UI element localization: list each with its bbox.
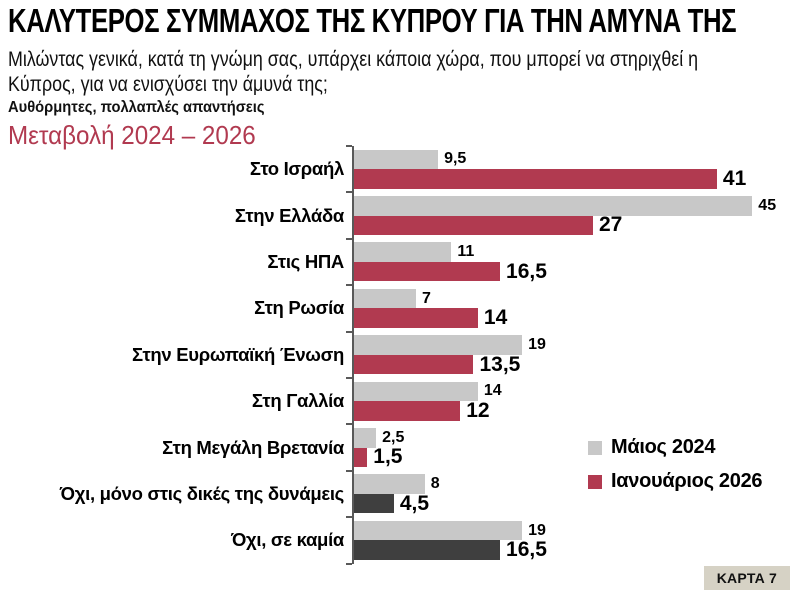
bar-line: 45 — [354, 196, 776, 216]
bar-line: 1,5 — [354, 445, 770, 469]
bar-line: 9,5 — [354, 149, 770, 170]
value-label-2026: 41 — [722, 166, 747, 190]
bar-line: 19 — [354, 520, 770, 541]
value-label-2024: 9,5 — [444, 150, 467, 168]
bar-2026 — [354, 493, 394, 514]
change-period-label: Μεταβολή 2024 – 2026 — [8, 120, 256, 150]
bar-2024 — [354, 242, 452, 262]
bar-2024 — [354, 474, 425, 494]
chart-row: Στη Ρωσία 7 14 — [0, 284, 800, 332]
bar-group: 19 16,5 — [346, 516, 770, 565]
bar-2026 — [354, 169, 717, 189]
value-label-2026: 12 — [466, 398, 490, 422]
value-label-2024: 2,5 — [382, 428, 405, 446]
value-label-2024: 19 — [528, 336, 546, 353]
category-label: Στο Ισραήλ — [249, 158, 344, 180]
value-label-2024: 8 — [430, 475, 440, 493]
value-label-2026: 13,5 — [479, 352, 521, 376]
bar-2024 — [354, 196, 753, 216]
value-label-2026: 4,5 — [399, 491, 430, 515]
bar-group: 14 12 — [346, 376, 770, 425]
survey-question-line1: Μιλώντας γενικά, κατά τη γνώμη σας, υπάρ… — [8, 48, 699, 71]
page-title: ΚΑΛΥΤΕΡΟΣ ΣΥΜΜΑΧΟΣ ΤΗΣ ΚΥΠΡΟΥ ΓΙΑ ΤΗΝ ΑΜ… — [8, 2, 737, 39]
survey-question-line2: Κύπρος, για να ενισχύσει την άμυνά της; — [8, 73, 328, 96]
bar-2026 — [354, 401, 461, 421]
category-label: Όχι, μόνο στις δικές της δυνάμεις — [59, 482, 345, 504]
answers-note: Αυθόρμητες, πολλαπλές απαντήσεις — [8, 99, 265, 116]
bar-group: 11 16,5 — [346, 237, 770, 286]
value-label-2024: 45 — [758, 196, 777, 214]
bar-group: 19 13,5 — [346, 330, 770, 378]
bar-line: 27 — [354, 213, 770, 237]
bar-2026 — [354, 308, 478, 328]
value-label-2024: 11 — [457, 243, 475, 261]
bar-2026 — [354, 354, 474, 375]
bar-group: 45 27 — [346, 191, 776, 239]
bar-line: 14 — [354, 306, 770, 330]
bar-2024 — [354, 288, 416, 309]
legend-item-2026: Ιανουάριος 2026 — [588, 470, 763, 493]
bar-line: 11 — [354, 242, 770, 262]
bar-line: 14 — [354, 381, 770, 402]
chart-row: Όχι, σε καμία 19 16,5 — [0, 516, 800, 565]
legend-swatch-gray — [588, 440, 602, 455]
bar-line: 16,5 — [354, 538, 770, 562]
bar-group: 8 4,5 — [346, 469, 770, 518]
value-label-2024: 7 — [421, 289, 431, 307]
chart-row: Στην Ελλάδα 45 27 — [0, 191, 800, 239]
bar-line: 19 — [354, 335, 770, 355]
legend-label-2026: Ιανουάριος 2026 — [611, 470, 763, 492]
value-label-2024: 14 — [483, 382, 502, 400]
chart-legend: Μάιος 2024 Ιανουάριος 2026 — [588, 436, 763, 504]
category-label: Στην Ευρωπαϊκή Ένωση — [131, 343, 344, 365]
bar-group: 9,5 41 — [346, 144, 770, 193]
category-label: Στη Ρωσία — [254, 297, 344, 319]
value-label-2026: 16,5 — [506, 259, 547, 283]
bar-2024 — [354, 335, 523, 355]
bar-line: 13,5 — [354, 352, 770, 376]
chart-row: Στην Ευρωπαϊκή Ένωση 19 13,5 — [0, 330, 800, 378]
bar-2024 — [354, 428, 377, 448]
bar-2026 — [354, 447, 368, 468]
bar-2024 — [354, 381, 478, 402]
legend-item-2024: Μάιος 2024 — [588, 436, 762, 459]
bar-2024 — [354, 520, 523, 541]
chart-row: Στη Γαλλία 14 12 — [0, 376, 800, 425]
bar-line: 12 — [354, 398, 770, 422]
bar-line: 2,5 — [354, 428, 770, 448]
bar-group: 2,5 1,5 — [346, 423, 770, 471]
value-label-2026: 16,5 — [506, 538, 547, 562]
chart-row: Στη Μεγάλη Βρετανία 2,5 1,5 — [0, 423, 800, 471]
bar-line: 16,5 — [354, 259, 770, 283]
category-label: Στη Μεγάλη Βρετανία — [162, 436, 344, 458]
bar-chart: Στο Ισραήλ 9,5 41 Στην Ελλάδα 45 27 Στις ΗΠΑ 11… — [0, 144, 800, 565]
survey-question: Μιλώντας γενικά, κατά τη γνώμη σας, υπάρ… — [8, 47, 699, 97]
value-label-2024: 19 — [528, 521, 546, 539]
legend-label-2024: Μάιος 2024 — [611, 436, 716, 458]
chart-rows: Στο Ισραήλ 9,5 41 Στην Ελλάδα 45 27 Στις ΗΠΑ 11… — [0, 144, 800, 565]
category-label: Στη Γαλλία — [251, 390, 344, 412]
chart-row: Στις ΗΠΑ 11 16,5 — [0, 237, 800, 286]
bar-line: 41 — [354, 166, 770, 190]
value-label-2026: 1,5 — [373, 445, 403, 469]
header: ΚΑΛΥΤΕΡΟΣ ΣΥΜΜΑΧΟΣ ΤΗΣ ΚΥΠΡΟΥ ΓΙΑ ΤΗΝ ΑΜ… — [8, 2, 800, 151]
chart-row: Στο Ισραήλ 9,5 41 — [0, 144, 800, 193]
card-number-badge: ΚΑΡΤΑ 7 — [703, 566, 790, 590]
legend-swatch-red — [588, 474, 602, 489]
bar-line: 8 — [354, 474, 770, 494]
bar-2026 — [354, 540, 501, 560]
value-label-2026: 27 — [598, 213, 623, 237]
bar-2026 — [354, 215, 593, 236]
bar-line: 4,5 — [354, 491, 770, 515]
category-label: Στην Ελλάδα — [234, 204, 344, 226]
bar-2026 — [354, 261, 501, 282]
chart-row: Όχι, μόνο στις δικές της δυνάμεις 8 4,5 — [0, 469, 800, 518]
bar-line: 7 — [354, 288, 770, 309]
category-label: Όχι, σε καμία — [231, 529, 344, 551]
category-label: Στις ΗΠΑ — [267, 250, 344, 272]
value-label-2026: 14 — [483, 306, 508, 330]
bar-2024 — [354, 149, 439, 170]
bar-group: 7 14 — [346, 284, 770, 332]
